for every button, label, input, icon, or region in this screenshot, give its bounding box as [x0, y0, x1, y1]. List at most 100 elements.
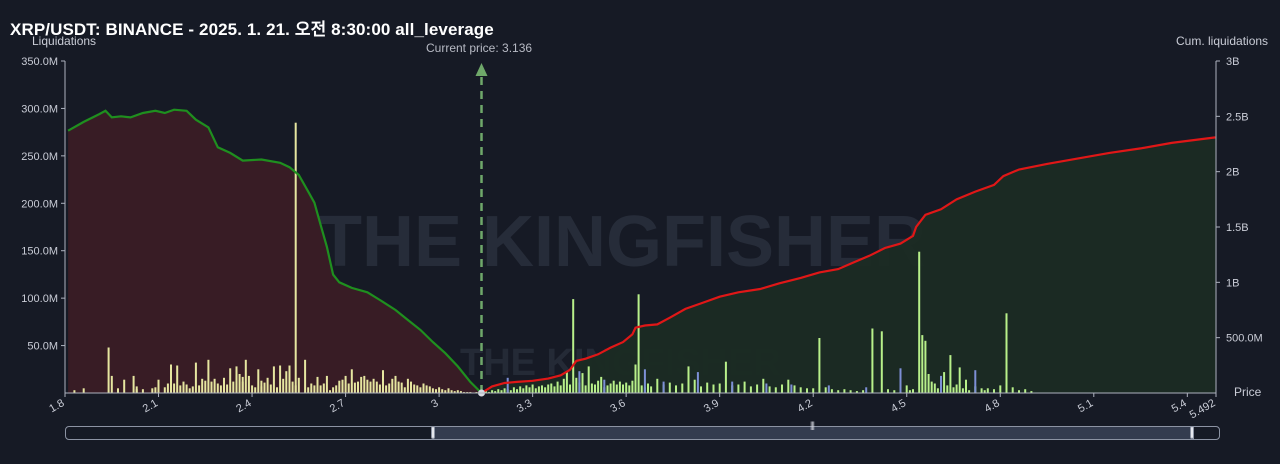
x-axis-tick-label: 3.9 [702, 397, 721, 415]
liquidation-bar [955, 384, 958, 393]
liquidation-bar [347, 383, 350, 393]
liquidation-bar [887, 389, 889, 393]
liquidation-bar [534, 388, 537, 393]
liquidation-bar [297, 377, 300, 393]
liquidation-bar [824, 387, 827, 393]
liquidation-bar [263, 382, 266, 393]
liquidation-bar [238, 374, 241, 393]
liquidation-bar [927, 374, 930, 393]
liquidation-bar [550, 383, 553, 393]
liquidation-bar [207, 359, 210, 393]
range-slider-grip-icon[interactable]: ||| [810, 420, 815, 430]
liquidation-bar [544, 387, 547, 393]
liquidation-bar [930, 381, 933, 393]
liquidation-bar [397, 381, 400, 393]
watermark-text: THE KINGFISHER [318, 202, 926, 282]
liquidation-bar [516, 389, 518, 393]
liquidation-bar [410, 381, 412, 393]
liquidation-bar [229, 368, 232, 393]
liquidation-bar [837, 390, 840, 393]
liquidation-bar [787, 379, 790, 393]
liquidation-bar [360, 376, 363, 393]
x-axis-tick-label: 4.5 [889, 397, 908, 415]
liquidation-bar [82, 388, 85, 393]
liquidation-bar [618, 381, 621, 393]
liquidation-bar [718, 383, 721, 393]
liquidation-bar [936, 388, 939, 393]
liquidation-bar [366, 379, 369, 393]
current-price-label: Current price: 3.136 [426, 41, 532, 55]
liquidation-bar [1011, 387, 1014, 393]
liquidation-bar [519, 386, 522, 393]
liquidation-bar [307, 387, 310, 393]
left-axis-tick-label: 250.0M [21, 151, 58, 163]
liquidation-bar [163, 387, 166, 393]
liquidation-bar [756, 384, 759, 393]
liquidation-bar [416, 385, 419, 393]
liquidation-bar [353, 382, 356, 393]
liquidation-bar [170, 364, 172, 393]
right-axis-tick-label: 2.5B [1226, 111, 1249, 123]
liquidation-bar [700, 386, 702, 393]
liquidation-bar [855, 391, 858, 393]
liquidation-bar [375, 381, 378, 393]
short_cum-line [480, 136, 1216, 394]
liquidation-bar [141, 389, 144, 393]
liquidation-bar [194, 362, 197, 393]
liquidation-bar [369, 381, 372, 393]
liquidation-bar [291, 381, 294, 393]
liquidation-bar [675, 385, 677, 393]
liquidation-bar [497, 389, 500, 393]
liquidation-bar [260, 380, 263, 393]
liquidation-bar [310, 383, 313, 393]
liquidation-bar [431, 388, 434, 393]
liquidation-bar [949, 355, 952, 393]
liquidation-bar [793, 385, 796, 393]
liquidation-bar [559, 385, 562, 393]
liquidation-bar [541, 385, 543, 393]
liquidation-bar [316, 376, 319, 393]
liquidation-bar [335, 385, 338, 393]
liquidation-bar [254, 387, 257, 393]
liquidation-bar [1018, 390, 1020, 393]
range-slider-right-handle[interactable] [1190, 426, 1194, 439]
x-axis-tick-label: 3 [429, 397, 440, 410]
liquidation-bar [226, 384, 229, 393]
liquidation-bar [606, 385, 609, 393]
liquidation-bar [235, 366, 238, 393]
liquidation-bar [603, 379, 606, 393]
liquidation-bar [565, 372, 568, 393]
liquidation-bar [924, 340, 927, 393]
liquidation-bar [201, 378, 204, 393]
liquidation-bar [696, 372, 699, 393]
liquidation-bar [871, 328, 874, 393]
liquidation-bar [569, 384, 571, 393]
liquidation-bar [269, 384, 272, 393]
range-slider-left-handle[interactable] [431, 426, 435, 439]
liquidation-bar [185, 384, 188, 393]
liquidation-bar [322, 383, 325, 393]
liquidation-bar [213, 378, 216, 393]
liquidation-bar [643, 369, 646, 393]
liquidation-bar [1005, 313, 1008, 393]
range-slider[interactable]: ||| [65, 420, 1220, 440]
liquidation-bar [634, 364, 637, 393]
liquidation-bar [830, 389, 833, 393]
liquidation-bar [425, 385, 428, 393]
liquidation-bar [843, 389, 846, 393]
liquidation-bar [453, 391, 456, 393]
current-price-marker: Current price: 3.136 [426, 41, 532, 397]
liquidation-bar [993, 389, 995, 393]
liquidation-bar [512, 387, 515, 393]
liquidation-bar [219, 385, 222, 393]
liquidation-bar [257, 369, 260, 393]
liquidation-bar [204, 380, 207, 393]
x-axis-tick-label: 4.8 [983, 397, 1002, 415]
liquidation-bar [556, 381, 559, 393]
liquidation-bar [584, 385, 587, 393]
liquidation-bar [388, 383, 391, 393]
liquidation-bar [693, 379, 696, 393]
liquidation-bar [403, 387, 406, 393]
liquidation-bar [790, 384, 793, 393]
liquidation-bar [385, 385, 388, 393]
